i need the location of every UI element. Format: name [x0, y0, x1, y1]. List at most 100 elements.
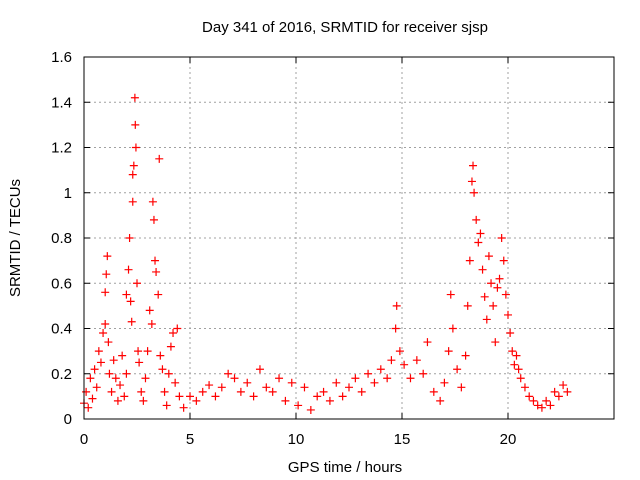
- data-point: [357, 387, 366, 396]
- gridlines: [84, 57, 614, 419]
- data-point: [406, 374, 415, 383]
- x-tick-label: 5: [186, 431, 194, 448]
- data-point: [525, 392, 534, 401]
- data-point: [400, 360, 409, 369]
- data-point: [457, 383, 466, 392]
- y-tick-label: 1.2: [51, 140, 72, 157]
- data-point: [160, 387, 169, 396]
- data-point: [148, 197, 157, 206]
- data-point: [512, 351, 521, 360]
- data-point: [516, 374, 525, 383]
- data-point: [104, 338, 113, 347]
- data-point: [319, 387, 328, 396]
- data-point: [131, 120, 140, 129]
- data-point: [467, 177, 476, 186]
- data-point: [504, 310, 512, 319]
- data-point: [151, 256, 160, 265]
- data-point: [300, 383, 309, 392]
- data-point: [508, 347, 517, 356]
- data-point: [82, 387, 91, 396]
- data-point: [313, 392, 322, 401]
- data-point: [118, 351, 127, 360]
- x-tick-label: 10: [288, 431, 305, 448]
- data-point: [139, 396, 148, 405]
- data-point: [224, 369, 233, 378]
- data-point: [506, 329, 515, 338]
- data-point: [125, 234, 134, 242]
- data-point: [440, 378, 449, 387]
- data-point: [147, 319, 156, 328]
- data-point: [152, 267, 161, 276]
- data-point: [243, 378, 252, 387]
- data-point: [533, 401, 542, 410]
- data-point: [345, 383, 353, 392]
- axis-ticks: 0 0.2 0.4 0.6 0.8 1 1.2 1.4 1.6 0 5 10 15 20: [51, 49, 614, 448]
- data-point: [480, 292, 489, 301]
- data-point: [145, 306, 154, 315]
- data-point: [101, 288, 110, 297]
- data-point: [186, 392, 194, 401]
- data-point: [478, 265, 487, 274]
- data-point: [472, 215, 481, 224]
- data-point: [487, 279, 496, 288]
- data-point: [230, 374, 239, 383]
- data-point: [156, 351, 165, 360]
- data-point: [128, 197, 137, 206]
- data-point: [155, 154, 164, 163]
- data-point: [84, 403, 93, 412]
- data-point: [205, 381, 214, 390]
- data-point: [514, 365, 523, 374]
- data-point: [461, 351, 470, 360]
- data-point: [391, 324, 400, 333]
- data-point: [116, 381, 125, 390]
- x-tick-label: 20: [500, 431, 517, 448]
- data-point: [419, 369, 428, 378]
- data-point: [499, 256, 508, 265]
- data-point: [96, 358, 105, 367]
- data-point: [99, 329, 108, 338]
- data-point: [563, 387, 572, 396]
- data-point: [476, 229, 485, 238]
- data-point: [198, 387, 207, 396]
- data-point: [102, 270, 111, 279]
- data-point: [149, 215, 158, 224]
- data-point: [122, 290, 131, 299]
- data-point: [395, 347, 404, 356]
- data-point: [463, 301, 472, 310]
- data-point: [332, 378, 341, 387]
- data-point: [141, 374, 150, 383]
- data-point: [105, 369, 114, 378]
- data-point: [211, 392, 220, 401]
- data-point: [542, 396, 551, 405]
- data-point: [90, 365, 99, 374]
- x-axis-label: GPS time / hours: [288, 459, 402, 476]
- data-point: [446, 290, 455, 299]
- data-point: [164, 369, 173, 378]
- data-points: [80, 93, 572, 414]
- data-point: [192, 396, 201, 405]
- data-point: [325, 396, 334, 405]
- data-point: [474, 238, 483, 247]
- data-point: [465, 256, 474, 265]
- data-point: [162, 401, 171, 410]
- data-point: [217, 383, 226, 392]
- data-point: [137, 387, 146, 396]
- data-point: [294, 401, 303, 410]
- chart-title: Day 341 of 2016, SRMTID for receiver sjs…: [202, 19, 488, 36]
- data-point: [495, 274, 504, 283]
- data-point: [94, 347, 103, 356]
- data-point: [113, 396, 122, 405]
- data-point: [88, 394, 97, 403]
- x-tick-label: 0: [80, 431, 88, 448]
- y-tick-label: 1.4: [51, 94, 72, 111]
- data-point: [86, 374, 95, 383]
- data-point: [470, 188, 479, 197]
- data-point: [143, 347, 152, 356]
- data-point: [158, 365, 167, 374]
- data-point: [262, 383, 271, 392]
- data-point: [484, 252, 493, 261]
- data-point: [510, 360, 519, 369]
- y-tick-label: 0.4: [51, 321, 72, 338]
- data-point: [387, 356, 396, 365]
